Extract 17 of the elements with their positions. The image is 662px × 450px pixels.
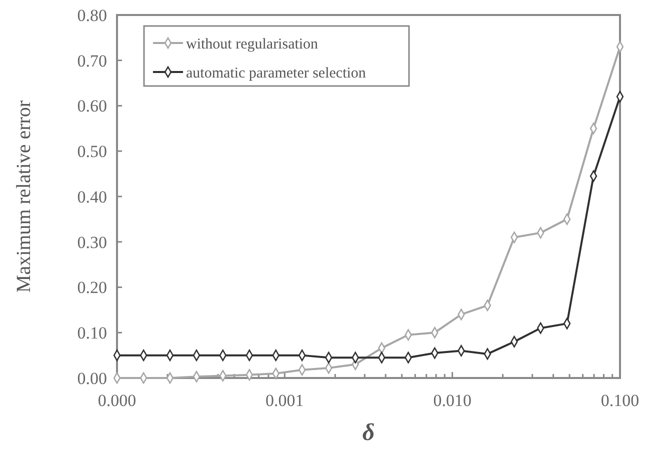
y-tick-label: 0.00 xyxy=(77,368,107,388)
y-tick-label: 0.40 xyxy=(77,187,107,206)
legend-label: automatic parameter selection xyxy=(186,65,366,82)
x-tick-label: 0.000 xyxy=(98,391,136,410)
legend-label: without regularisation xyxy=(186,36,319,52)
y-tick-label: 0.30 xyxy=(77,232,107,252)
y-tick-label: 0.20 xyxy=(77,278,107,298)
x-tick-label: 0.010 xyxy=(433,391,472,410)
y-tick-label: 0.10 xyxy=(77,324,107,343)
y-axis-title: Maximum relative error xyxy=(13,100,35,293)
x-tick-label: 0.001 xyxy=(266,391,304,410)
y-tick-label: 0.50 xyxy=(77,142,107,162)
y-tick-label: 0.70 xyxy=(77,51,107,70)
x-tick-label: 0.100 xyxy=(600,391,640,410)
x-axis-title: δ xyxy=(362,420,375,446)
y-tick-label: 0.80 xyxy=(77,6,107,25)
y-tick-label: 0.60 xyxy=(77,96,107,116)
